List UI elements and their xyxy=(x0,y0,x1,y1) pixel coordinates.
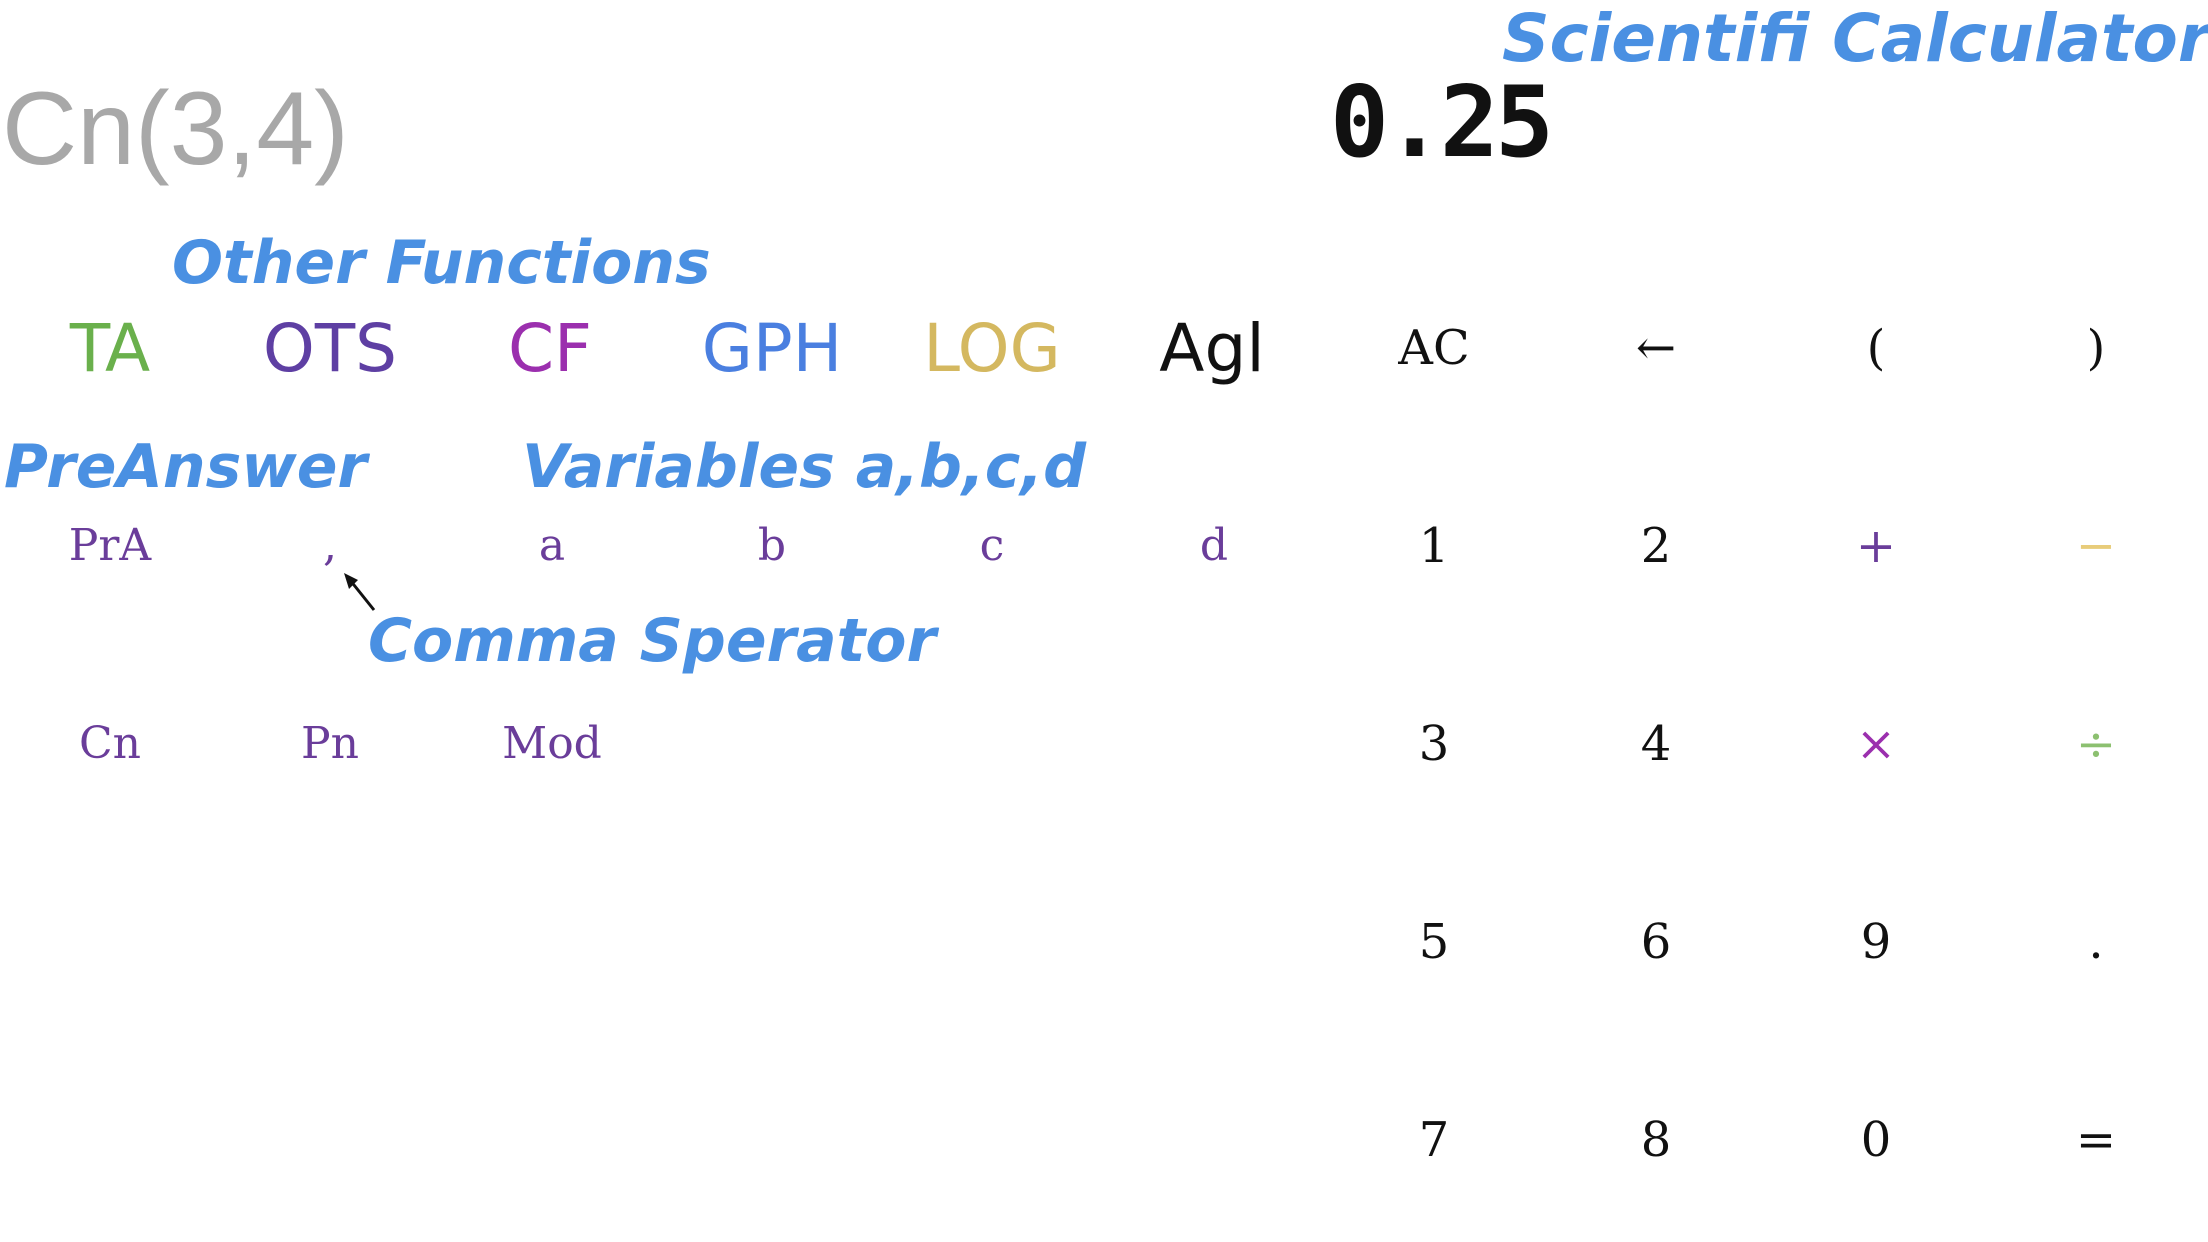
combination-key[interactable]: Cn xyxy=(0,722,220,766)
variable-b-key[interactable]: b xyxy=(662,524,882,568)
multiply-key[interactable]: × xyxy=(1766,720,1986,768)
variable-d-key[interactable]: d xyxy=(1104,524,1324,568)
result-display: 0.25 xyxy=(1330,66,1554,180)
close-paren-key[interactable]: ) xyxy=(1986,324,2206,372)
permutation-key[interactable]: Pn xyxy=(220,722,440,766)
comma-key[interactable]: , xyxy=(220,524,440,568)
preanswer-key[interactable]: PrA xyxy=(0,524,220,568)
function-cf-button[interactable]: CF xyxy=(440,310,660,387)
comma-separator-annotation: Comma Sperator xyxy=(368,606,937,676)
variable-a-key[interactable]: a xyxy=(442,524,662,568)
function-gph-button[interactable]: GPH xyxy=(662,310,882,387)
decimal-point-key[interactable]: . xyxy=(1986,918,2206,966)
preanswer-annotation: PreAnswer xyxy=(4,432,367,502)
digit-5-key[interactable]: 5 xyxy=(1324,918,1544,966)
function-ots-button[interactable]: OTS xyxy=(220,310,440,387)
digit-0-key[interactable]: 0 xyxy=(1766,1116,1986,1164)
function-ta-button[interactable]: TA xyxy=(0,310,220,387)
digit-8-key[interactable]: 8 xyxy=(1546,1116,1766,1164)
equals-key[interactable]: = xyxy=(1986,1116,2206,1164)
digit-7-key[interactable]: 7 xyxy=(1324,1116,1544,1164)
variable-c-key[interactable]: c xyxy=(882,524,1102,568)
backspace-key[interactable]: ← xyxy=(1546,324,1766,372)
variables-annotation: Variables a,b,c,d xyxy=(522,432,1087,502)
digit-6-key[interactable]: 6 xyxy=(1546,918,1766,966)
digit-3-key[interactable]: 3 xyxy=(1324,720,1544,768)
expression-display: Cn(3,4) xyxy=(2,71,349,187)
function-agl-button[interactable]: Agl xyxy=(1102,310,1322,387)
plus-key[interactable]: + xyxy=(1766,522,1986,570)
other-functions-annotation: Other Functions xyxy=(172,228,711,298)
divide-key[interactable]: ÷ xyxy=(1986,720,2206,768)
digit-9-key[interactable]: 9 xyxy=(1766,918,1986,966)
open-paren-key[interactable]: ( xyxy=(1766,324,1986,372)
app-title-annotation: Scientifi Calculator xyxy=(1502,0,2208,77)
function-log-button[interactable]: LOG xyxy=(882,310,1102,387)
digit-4-key[interactable]: 4 xyxy=(1546,720,1766,768)
all-clear-key[interactable]: AC xyxy=(1324,324,1544,372)
digit-1-key[interactable]: 1 xyxy=(1324,522,1544,570)
digit-2-key[interactable]: 2 xyxy=(1546,522,1766,570)
minus-key[interactable]: − xyxy=(1986,522,2206,570)
modulo-key[interactable]: Mod xyxy=(442,722,662,766)
